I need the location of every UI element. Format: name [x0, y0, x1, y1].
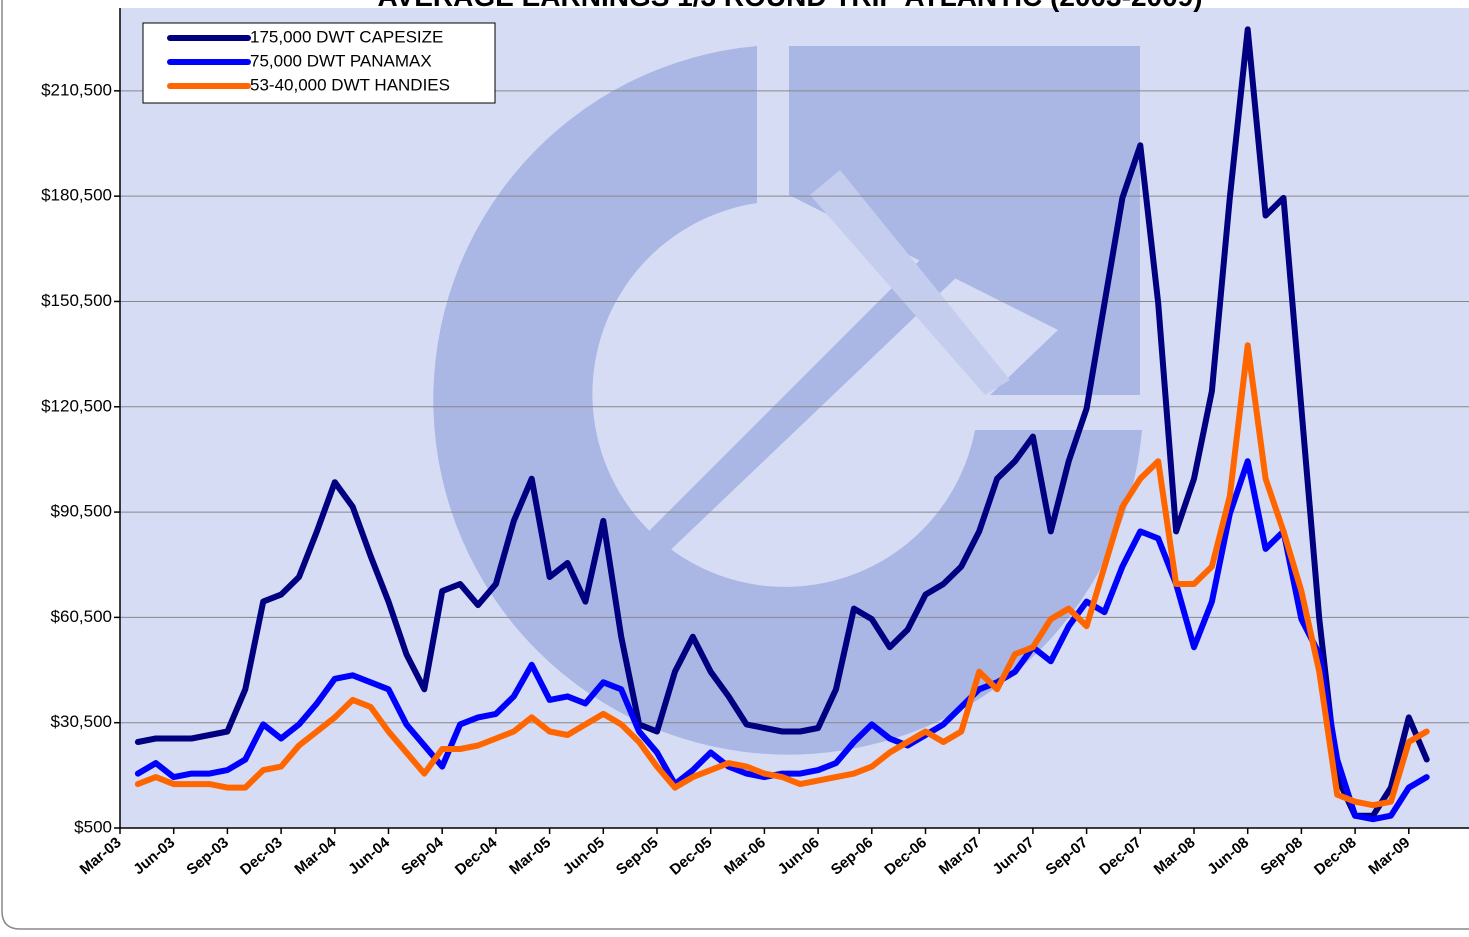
y-tick-label: $90,500: [51, 502, 112, 521]
legend: 175,000 DWT CAPESIZE 75,000 DWT PANAMAX 53…: [142, 22, 496, 104]
y-tick-label: $120,500: [41, 396, 112, 415]
y-tick-label: $500: [74, 817, 112, 836]
series-line: [134, 458, 1430, 823]
legend-label: 175,000 DWT CAPESIZE: [250, 27, 443, 46]
logo-cross: [810, 170, 1010, 395]
y-tick-label: $30,500: [51, 712, 112, 731]
y-tick-label: $60,500: [51, 607, 112, 626]
grid: [120, 90, 1469, 829]
legend-label: 53-40,000 DWT HANDIES: [250, 75, 450, 94]
y-tick-label: $180,500: [41, 186, 112, 205]
series-line: [134, 342, 1430, 809]
series-line: [134, 26, 1430, 819]
lines: [134, 26, 1430, 823]
legend-label: 75,000 DWT PANAMAX: [250, 51, 432, 70]
y-tick-label: $210,500: [41, 80, 112, 99]
y-tick-label: $150,500: [41, 291, 112, 310]
chart-title: AVERAGE EARNINGS 1/3 ROUND TRIP ATLANTIC…: [377, 0, 1202, 12]
logo-arrow: [635, 120, 1090, 560]
